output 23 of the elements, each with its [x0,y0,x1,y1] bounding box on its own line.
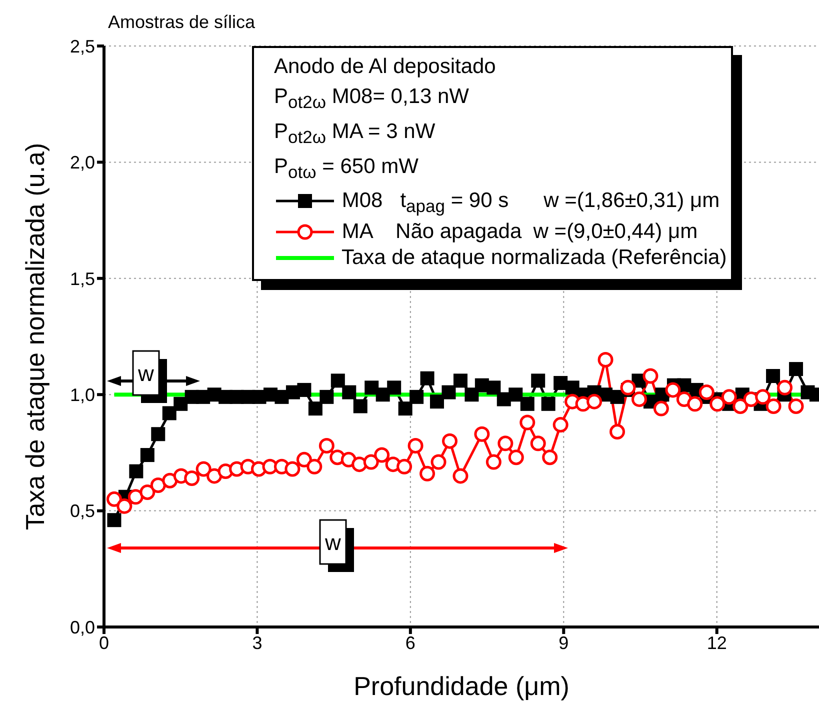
annotation: w [137,360,154,386]
chart-title: Amostras de sílica [108,12,256,32]
annotation: w [324,530,342,555]
y-axis-title: Taxa de ataque normalizada (u.a) [20,142,50,530]
annotation: Anodo de Al depositado [274,55,496,78]
legend-label: M08 t$_{apag}$ = 90 s w =(1,86±0,31) μm [342,188,720,216]
x-tick-label: 12 [706,632,727,653]
legend-label: MA Não apagada w =(9,0±0,44) μm [342,220,698,243]
y-tick-label: 1,0 [70,384,95,405]
y-tick-label: 2,0 [70,152,95,173]
x-tick-label: 6 [405,632,416,653]
y-tick-label: 0,0 [70,617,95,638]
x-tick-label: 0 [98,632,110,653]
annotation: P$_{otω}$ = 650 mW [274,155,418,183]
legend-label: Taxa de ataque normalizada (Referência) [341,246,727,269]
y-tick-label: 1,5 [70,268,95,289]
x-tick-label: 3 [252,632,262,653]
y-tick-label: 2,5 [70,36,95,56]
annotation: P$_{ot2ω}$ MA = 3 nW [274,120,436,148]
annotation: P$_{ot2ω}$ M08= 0,13 nW [274,85,470,112]
x-axis-title: Profundidade (μm) [354,671,570,701]
y-tick-label: 0,5 [70,501,95,522]
x-tick-label: 9 [558,632,569,653]
